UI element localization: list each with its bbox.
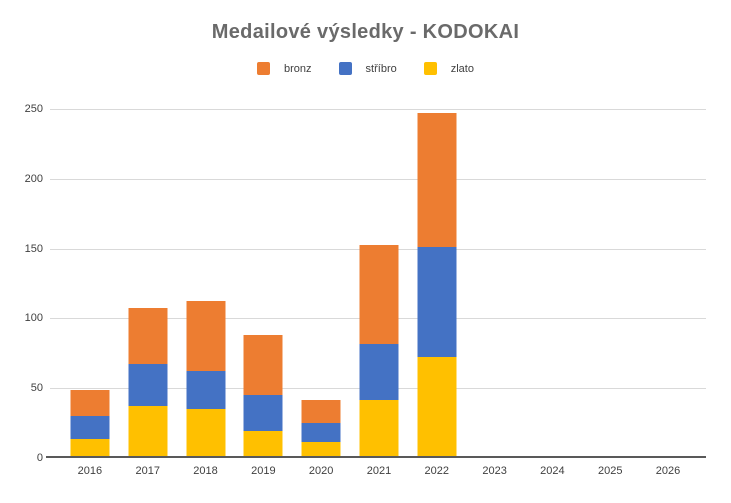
bar-segment-2020-stribro <box>301 422 341 442</box>
bar-segment-2017-zlato <box>128 405 168 456</box>
bar-stack-2018 <box>186 301 226 456</box>
bar-segment-2019-zlato <box>243 430 283 456</box>
category-column-2026: 2026 <box>639 109 697 477</box>
chart-title: Medailové výsledky - KODOKAI <box>211 21 520 43</box>
x-tick-label-2026: 2026 <box>655 465 681 477</box>
x-tick-label-2021: 2021 <box>366 465 392 477</box>
x-axis-line <box>46 456 706 458</box>
x-tick-label-2016: 2016 <box>77 465 103 477</box>
x-tick-label-2020: 2020 <box>308 465 334 477</box>
bar-stack-2021 <box>359 245 399 456</box>
bar-segment-2018-zlato <box>186 408 226 456</box>
category-column-2022: 2022 <box>408 109 466 477</box>
bar-stack-2016 <box>70 390 110 456</box>
category-band: 2016 2017 2018 2019 2020 2021 2022 2023 2024 2025… <box>61 109 697 477</box>
bar-segment-2022-stribro <box>417 246 457 357</box>
y-tick-label-50: 50 <box>30 382 43 395</box>
bar-stack-2022 <box>417 112 457 456</box>
plot-area: 0 50 100 150 200 250 2016 2017 2018 2019 2020 2021… <box>25 103 706 477</box>
bar-segment-2020-bronz <box>301 400 341 423</box>
legend-swatch-zlato <box>423 62 437 75</box>
bar-segment-2019-stribro <box>243 394 283 431</box>
legend-label-zlato: zlato <box>450 62 474 75</box>
legend-swatch-bronz <box>257 62 271 75</box>
y-tick-label-100: 100 <box>24 312 43 325</box>
legend-label-stribro: stříbro <box>365 62 397 75</box>
category-column-2021: 2021 <box>350 109 408 477</box>
bar-stack-2017 <box>128 308 168 456</box>
legend-item-zlato: zlato <box>423 62 474 75</box>
x-tick-label-2022: 2022 <box>424 465 450 477</box>
bar-stack-2019 <box>243 334 283 456</box>
bar-segment-2021-stribro <box>359 344 399 401</box>
bar-segment-2016-stribro <box>70 415 110 440</box>
bar-segment-2022-bronz <box>417 112 457 247</box>
gridline-200 <box>50 178 706 180</box>
bar-segment-2016-bronz <box>70 390 110 416</box>
bar-segment-2019-bronz <box>243 334 283 395</box>
category-column-2025: 2025 <box>581 109 639 477</box>
bar-segment-2016-zlato <box>70 439 110 456</box>
gridline-250 <box>50 109 706 110</box>
bar-segment-2021-zlato <box>359 400 399 456</box>
y-tick-label-0: 0 <box>36 452 43 464</box>
category-column-2024: 2024 <box>524 109 582 477</box>
bar-segment-2020-zlato <box>301 442 341 456</box>
bar-segment-2018-bronz <box>186 301 226 371</box>
legend-label-bronz: bronz <box>284 62 312 75</box>
x-tick-label-2019: 2019 <box>251 465 276 477</box>
x-tick-label-2017: 2017 <box>135 465 160 477</box>
x-tick-label-2023: 2023 <box>482 465 507 477</box>
category-column-2017: 2017 <box>119 109 177 477</box>
bar-segment-2022-zlato <box>417 356 457 456</box>
bar-segment-2021-bronz <box>359 245 399 345</box>
bar-segment-2017-stribro <box>128 363 168 406</box>
x-tick-label-2025: 2025 <box>597 465 623 477</box>
x-tick-label-2024: 2024 <box>540 465 565 477</box>
legend-item-stribro: stříbro <box>338 62 397 75</box>
category-column-2019: 2019 <box>234 109 292 477</box>
legend-swatch-stribro <box>338 62 352 75</box>
chart-legend: bronz stříbro zlato <box>0 62 731 75</box>
bar-segment-2017-bronz <box>128 308 168 364</box>
bar-stack-2020 <box>301 400 341 456</box>
y-tick-label-150: 150 <box>24 242 43 255</box>
bar-segment-2018-stribro <box>186 370 226 409</box>
category-column-2016: 2016 <box>61 109 119 477</box>
category-column-2023: 2023 <box>466 109 524 477</box>
category-column-2018: 2018 <box>177 109 235 477</box>
x-tick-label-2018: 2018 <box>193 465 218 477</box>
y-tick-label-200: 200 <box>24 172 43 185</box>
category-column-2020: 2020 <box>292 109 350 477</box>
y-tick-label-250: 250 <box>24 103 43 115</box>
legend-item-bronz: bronz <box>257 62 312 75</box>
